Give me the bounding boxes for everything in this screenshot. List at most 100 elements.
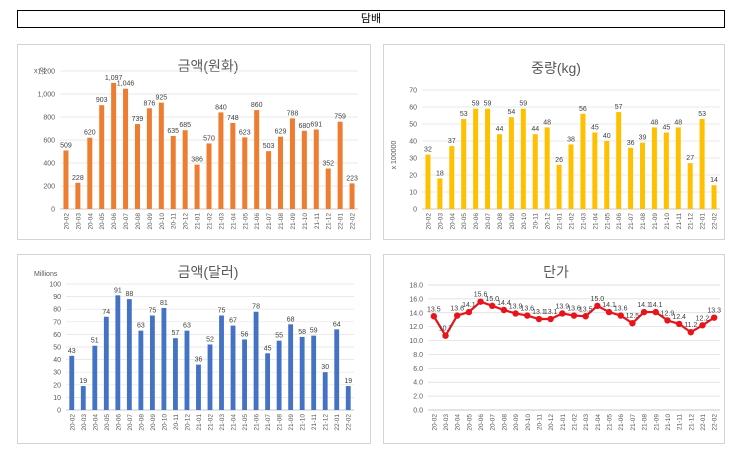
data-point <box>547 315 554 323</box>
data-label: 840 <box>215 104 227 111</box>
bar <box>69 355 75 410</box>
data-point <box>675 320 683 328</box>
data-label: 37 <box>448 138 456 145</box>
data-label: 623 <box>239 129 251 136</box>
y-tick-label: 0 <box>51 207 55 214</box>
data-label: 386 <box>191 157 203 164</box>
x-tick-label: 21-03 <box>219 414 226 431</box>
x-tick-label: 21-01 <box>560 414 567 431</box>
x-tick-label: 20-10 <box>521 213 528 230</box>
y-tick-label: 40 <box>53 357 61 364</box>
data-point <box>500 306 508 314</box>
x-tick-label: 20-02 <box>69 414 76 431</box>
x-tick-label: 20-03 <box>437 213 444 230</box>
bar <box>325 168 331 209</box>
chart-panel-weight: 중량(kg) x 100000 0 10 20 30 40 50 60 70 20-02 20-03 2… <box>383 44 725 240</box>
data-label: 59 <box>310 328 318 335</box>
data-label: 680 <box>299 123 311 130</box>
data-label: 27 <box>686 155 694 162</box>
data-label: 52 <box>206 336 214 343</box>
x-tick-label: 20-05 <box>99 213 106 230</box>
data-point <box>687 329 694 336</box>
y-tick-label: 4.0 <box>413 380 423 387</box>
bar <box>568 144 574 209</box>
x-tick-label: 20-09 <box>150 414 157 431</box>
data-label: 14.4 <box>497 300 511 307</box>
x-tick-label: 20-07 <box>127 414 134 431</box>
x-tick-label: 21-01 <box>195 213 202 230</box>
data-label: 91 <box>114 287 122 294</box>
data-label: 45 <box>662 125 670 132</box>
bar <box>230 325 236 410</box>
data-label: 45 <box>591 125 599 132</box>
bar <box>184 330 190 410</box>
data-label: 74 <box>102 309 110 316</box>
data-label: 36 <box>627 140 635 147</box>
data-label: 13.6 <box>450 306 464 313</box>
y-tick-label: 50 <box>409 122 417 129</box>
data-label: 75 <box>218 308 226 315</box>
bar <box>242 339 247 410</box>
data-label: 18 <box>436 170 444 177</box>
chart-panel-krw-amount: 금액(원화) x 억 0 200 400 600 800 1,000 1,200 20-02 20-… <box>17 44 371 240</box>
y-tick-label: 1,000 <box>37 92 55 99</box>
x-tick-label: 20-03 <box>81 414 88 431</box>
data-label: 56 <box>579 106 587 113</box>
bar <box>322 372 328 410</box>
data-label: 75 <box>149 308 157 315</box>
data-label: 44 <box>496 126 504 133</box>
data-label: 503 <box>263 143 275 150</box>
bar <box>675 127 681 209</box>
y-tick-label: 10 <box>409 190 417 197</box>
x-tick-label: 20-03 <box>75 213 82 230</box>
bar <box>111 82 117 209</box>
page-title: 담배 <box>17 10 725 28</box>
bar <box>206 143 212 209</box>
x-tick-label: 21-07 <box>630 414 637 431</box>
bar <box>520 108 526 209</box>
y-tick-label: 30 <box>409 156 417 163</box>
data-label: 629 <box>275 129 287 136</box>
x-tick-label: 20-11 <box>171 213 178 230</box>
x-tick-label: 20-02 <box>63 213 70 230</box>
x-tick-label: 21-02 <box>208 414 215 431</box>
data-label: 685 <box>179 122 191 129</box>
data-label: 352 <box>322 161 334 168</box>
bar <box>253 311 259 410</box>
y-tick-label: 800 <box>43 115 55 122</box>
y-tick-label: 1,200 <box>37 69 55 76</box>
y-tick-label: 90 <box>53 294 61 301</box>
x-tick-label: 20-04 <box>455 414 462 431</box>
y-tick-label: 50 <box>53 345 61 352</box>
data-label: 43 <box>68 348 76 355</box>
x-tick-label: 20-04 <box>92 414 99 431</box>
data-label: 12.9 <box>661 310 675 317</box>
chart-title: 단가 <box>543 264 569 280</box>
data-label: 56 <box>241 331 249 338</box>
data-point <box>559 310 566 317</box>
x-tick-label: 20-08 <box>135 213 142 230</box>
data-label: 30 <box>321 364 329 371</box>
data-label: 228 <box>72 175 84 182</box>
data-label: 15.0 <box>485 296 499 303</box>
x-tick-label: 20-06 <box>115 414 122 431</box>
x-tick-label: 20-05 <box>466 414 473 431</box>
x-tick-label: 21-09 <box>652 213 659 230</box>
x-tick-label: 22-01 <box>338 213 345 230</box>
bar <box>485 108 491 209</box>
bar <box>580 113 586 209</box>
chart-weight: 중량(kg) x 100000 0 10 20 30 40 50 60 70 20-02 20-03 2… <box>391 60 720 230</box>
bar <box>687 163 693 209</box>
data-label: 44 <box>531 126 539 133</box>
chart-panel-unit-price: 단가 0.0 2.0 4.0 6.0 8.0 10.0 12.0 14.0 16.0 18.0 20-… <box>383 254 725 444</box>
data-label: 620 <box>84 130 96 137</box>
bar <box>103 316 109 410</box>
x-tick-label: 21-06 <box>618 414 625 431</box>
x-tick-label: 20-08 <box>138 414 145 431</box>
data-label: 57 <box>615 104 623 111</box>
data-point <box>582 313 589 320</box>
y-tick-label: 0 <box>57 408 61 415</box>
x-tick-label: 21-12 <box>688 414 695 431</box>
x-tick-label: 20-04 <box>87 213 94 230</box>
data-label: 40 <box>603 133 611 140</box>
